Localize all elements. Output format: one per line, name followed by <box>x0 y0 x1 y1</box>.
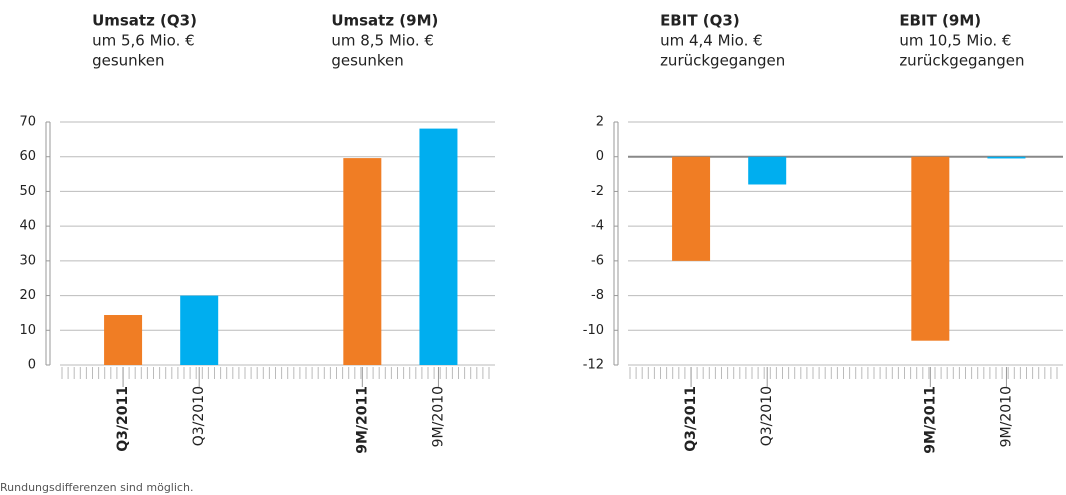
y-tick-label: -6 <box>591 253 604 268</box>
y-tick-label: -2 <box>591 184 604 199</box>
footnote: Rundungsdifferenzen sind möglich. <box>0 481 193 494</box>
header-text: um 8,5 Mio. € <box>331 32 434 50</box>
y-tick-label: 10 <box>19 323 36 338</box>
header-text: um 4,4 Mio. € <box>660 32 763 50</box>
y-tick-label: -10 <box>583 323 604 338</box>
y-tick-label: 0 <box>28 358 36 373</box>
bar <box>987 156 1026 159</box>
x-tick-label: Q3/2011 <box>683 386 699 452</box>
bar <box>343 158 382 365</box>
y-tick-label: 30 <box>19 253 36 268</box>
y-tick-label: -4 <box>591 219 604 234</box>
header-title: EBIT (Q3) <box>660 12 740 30</box>
bar <box>419 128 458 365</box>
y-tick-label: 0 <box>596 149 604 164</box>
x-tick-label: Q3/2011 <box>115 386 131 452</box>
header-title: Umsatz (9M) <box>331 12 438 30</box>
x-tick-label: 9M/2011 <box>922 386 938 454</box>
header-title: Umsatz (Q3) <box>92 12 197 30</box>
bar <box>748 156 787 185</box>
x-tick-label: 9M/2011 <box>354 386 370 454</box>
bar <box>911 156 950 341</box>
y-tick-label: 50 <box>19 184 36 199</box>
header-text: um 10,5 Mio. € <box>899 32 1011 50</box>
header-text: zurückgegangen <box>660 52 785 70</box>
header-text: gesunken <box>331 52 403 70</box>
x-tick-label: Q3/2010 <box>191 386 207 446</box>
x-tick-label: 9M/2010 <box>998 386 1014 447</box>
x-tick-label: 9M/2010 <box>430 386 446 447</box>
x-tick-label: Q3/2010 <box>759 386 775 446</box>
header-title: EBIT (9M) <box>899 12 981 30</box>
bar <box>104 315 143 365</box>
y-tick-label: 2 <box>596 115 604 130</box>
y-tick-label: 60 <box>19 149 36 164</box>
y-tick-label: 40 <box>19 219 36 234</box>
header-text: um 5,6 Mio. € <box>92 32 195 50</box>
bar <box>180 295 219 365</box>
header-text: zurückgegangen <box>899 52 1024 70</box>
header-text: gesunken <box>92 52 164 70</box>
y-tick-label: -8 <box>591 288 604 303</box>
bar <box>672 156 711 261</box>
y-tick-label: 20 <box>19 288 36 303</box>
y-tick-label: 70 <box>19 115 36 130</box>
y-tick-label: -12 <box>583 358 604 373</box>
